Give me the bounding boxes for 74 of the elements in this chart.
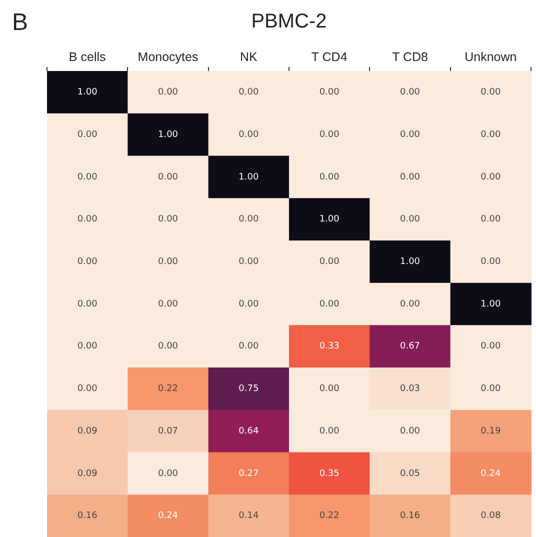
data-label: 0.00 xyxy=(77,299,98,310)
data-label: 0.00 xyxy=(400,299,420,310)
x-tick-label: Monocytes xyxy=(138,50,198,64)
data-label: 0.00 xyxy=(238,299,259,310)
data-label: 0.03 xyxy=(400,384,420,394)
data-label: 0.00 xyxy=(400,88,420,98)
data-label: 0.00 xyxy=(319,172,340,182)
data-label: 0.00 xyxy=(77,214,98,225)
data-label: 0.00 xyxy=(400,172,420,182)
data-label: 0.00 xyxy=(158,256,178,267)
data-label: 0.00 xyxy=(158,342,178,352)
data-label: 0.16 xyxy=(77,511,98,522)
data-label: 0.00 xyxy=(77,384,98,394)
data-label: 0.00 xyxy=(319,299,340,310)
data-label: 0.05 xyxy=(400,468,420,479)
data-label: 0.00 xyxy=(319,384,340,394)
data-label: 0.00 xyxy=(480,88,501,98)
data-label: 0.00 xyxy=(158,214,178,225)
data-label: 0.00 xyxy=(238,130,259,140)
data-label: 0.14 xyxy=(238,511,259,522)
data-label: 0.67 xyxy=(400,342,420,352)
x-tick-label: T CD8 xyxy=(392,50,428,64)
data-label: 0.22 xyxy=(319,511,340,522)
data-label: 0.00 xyxy=(238,256,259,267)
x-tick-label: T CD4 xyxy=(311,50,348,64)
data-label: 0.00 xyxy=(158,299,178,310)
data-label: 0.00 xyxy=(400,426,420,436)
x-tick-label: NK xyxy=(240,50,258,64)
data-label: 0.00 xyxy=(158,468,178,479)
data-label: 0.09 xyxy=(77,426,98,436)
data-label: 0.00 xyxy=(480,214,501,225)
data-label: 1.00 xyxy=(77,88,98,98)
data-label: 1.00 xyxy=(400,256,420,267)
data-label: 0.00 xyxy=(77,256,98,267)
data-label: 0.08 xyxy=(480,511,501,522)
data-label: 0.27 xyxy=(238,468,259,479)
data-label: 0.00 xyxy=(238,214,259,225)
data-label: 0.09 xyxy=(77,468,98,479)
data-label: 0.00 xyxy=(77,172,98,182)
data-label: 0.24 xyxy=(158,511,178,522)
data-label: 0.00 xyxy=(319,426,340,436)
data-label: 1.00 xyxy=(158,130,178,140)
x-tick-label: B cells xyxy=(68,50,106,64)
data-label: 0.00 xyxy=(480,342,501,352)
data-label: 0.07 xyxy=(158,426,178,436)
data-label: 0.00 xyxy=(77,130,98,140)
data-label: 1.00 xyxy=(238,172,259,182)
data-label: 0.00 xyxy=(480,256,501,267)
data-label: 0.64 xyxy=(238,426,259,436)
text: B xyxy=(12,9,28,36)
x-tick-label: Unknown xyxy=(464,50,517,64)
chart-title: PBMC-2 xyxy=(251,10,327,33)
data-label: 0.00 xyxy=(480,172,501,182)
data-label: 0.00 xyxy=(480,384,501,394)
data-label: 0.00 xyxy=(319,256,340,267)
data-label: 1.00 xyxy=(480,299,501,310)
data-label: 1.00 xyxy=(319,214,340,225)
data-label: 0.16 xyxy=(400,511,420,522)
data-label: 0.00 xyxy=(319,130,340,140)
data-label: 0.00 xyxy=(319,88,340,98)
data-label: 0.24 xyxy=(480,468,501,479)
data-label: 0.00 xyxy=(400,214,420,225)
data-label: 0.00 xyxy=(238,88,259,98)
data-label: 0.00 xyxy=(400,130,420,140)
data-label: 0.00 xyxy=(238,342,259,352)
data-label: 0.00 xyxy=(158,172,178,182)
data-label: 0.00 xyxy=(158,88,178,98)
data-label: 0.19 xyxy=(480,426,501,436)
data-label: 0.75 xyxy=(238,384,259,394)
data-label: 0.33 xyxy=(319,342,340,352)
data-label: 0.00 xyxy=(480,130,501,140)
data-label: 0.35 xyxy=(319,468,340,479)
data-label: 0.00 xyxy=(77,342,98,352)
data-label: 0.22 xyxy=(158,384,178,394)
